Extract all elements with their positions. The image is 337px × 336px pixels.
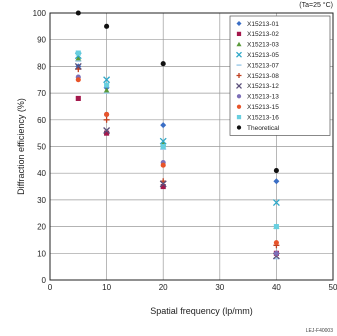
data-point <box>104 82 110 88</box>
x-axis-ticks: 0 10 20 30 40 50 <box>48 283 337 292</box>
data-point <box>75 77 81 83</box>
data-point <box>160 162 166 168</box>
y-tick-label: 60 <box>37 116 46 125</box>
legend-item: X15213-16 <box>236 114 279 121</box>
legend-marker <box>236 51 242 58</box>
legend-item: Theoretical <box>236 125 280 132</box>
data-point <box>104 111 110 118</box>
data-point <box>103 116 110 123</box>
legend-item: X15213-12 <box>236 82 279 90</box>
data-point <box>159 137 167 145</box>
legend-label: X15213-05 <box>247 52 279 59</box>
data-point <box>104 23 110 29</box>
data-point <box>75 95 81 101</box>
y-tick-label: 90 <box>37 36 46 45</box>
x-tick-label: 10 <box>102 283 111 292</box>
x-tick-label: 20 <box>159 283 168 292</box>
plot-frame <box>49 12 334 281</box>
data-point <box>273 224 279 230</box>
legend-item: X15213-03 <box>236 41 279 49</box>
legend: X15213-01 X15213-02 X15213-03 X15213-05 X152… <box>229 15 331 136</box>
x-tick-label: 40 <box>272 283 281 292</box>
x-tick-label: 0 <box>48 283 53 292</box>
series-x15213-15 <box>75 77 279 246</box>
y-tick-label: 70 <box>37 89 46 98</box>
legend-marker <box>236 41 242 47</box>
legend-marker <box>236 21 242 26</box>
data-point <box>273 178 280 185</box>
data-point <box>75 55 82 61</box>
legend-item: X15213-07 <box>236 62 279 69</box>
y-tick-label: 50 <box>37 143 46 152</box>
data-point <box>273 250 279 256</box>
legend-marker <box>236 114 242 120</box>
x-tick-label: 30 <box>215 283 224 292</box>
legend-item: X15213-13 <box>236 94 279 101</box>
x-axis-label: Spatial frequency (lp/mm) <box>150 306 253 316</box>
legend-marker <box>236 82 242 89</box>
data-point <box>160 143 166 150</box>
data-point <box>75 10 81 16</box>
data-point <box>272 199 280 207</box>
legend-label: X15213-15 <box>247 104 279 111</box>
data-point <box>103 76 111 84</box>
data-point <box>159 180 167 188</box>
legend-box <box>229 15 331 136</box>
legend-marker <box>236 104 242 109</box>
legend-label: X15213-03 <box>247 42 279 49</box>
data-point <box>160 122 167 129</box>
data-point <box>75 50 81 56</box>
y-tick-label: 30 <box>37 196 46 205</box>
series-theoretical <box>75 10 279 174</box>
y-tick-label: 80 <box>37 62 46 71</box>
y-tick-label: 0 <box>42 276 47 285</box>
data-point <box>273 167 279 174</box>
data-point <box>273 240 279 246</box>
y-tick-label: 10 <box>37 249 46 258</box>
data-point <box>160 184 166 190</box>
legend-label: X15213-07 <box>247 62 279 69</box>
x-tick-label: 50 <box>329 283 337 292</box>
data-point <box>103 127 111 134</box>
data-point <box>74 62 82 70</box>
legend-item: X15213-01 <box>236 21 279 28</box>
legend-item: X15213-05 <box>236 51 279 59</box>
legend-item: X15213-15 <box>236 104 279 111</box>
legend-item: X15213-08 <box>236 73 279 80</box>
series-x15213-16 <box>75 50 279 230</box>
condition-note: (Ta=25 °C) <box>299 1 333 9</box>
y-axis-label: Diffraction efficiency (%) <box>16 98 26 195</box>
y-tick-label: 40 <box>37 169 46 178</box>
legend-marker <box>236 73 242 78</box>
y-axis-ticks: 0 10 20 30 40 50 60 70 80 90 100 <box>33 9 47 285</box>
data-point <box>160 61 166 67</box>
legend-item: X15213-02 <box>236 31 279 38</box>
legend-label: X15213-12 <box>247 83 279 90</box>
legend-label: X15213-01 <box>247 21 279 28</box>
figure-code: LEJ-F40003 <box>306 328 333 334</box>
legend-label: X15213-08 <box>247 73 279 80</box>
y-tick-label: 20 <box>37 223 46 232</box>
data-point <box>103 87 110 93</box>
legend-label: Theoretical <box>247 125 280 132</box>
data-point <box>104 130 110 136</box>
y-tick-label: 100 <box>33 9 47 18</box>
legend-marker <box>236 125 242 130</box>
legend-marker <box>236 31 242 37</box>
legend-label: X15213-02 <box>247 31 279 38</box>
legend-label: X15213-16 <box>247 114 279 121</box>
legend-label: X15213-13 <box>247 94 279 101</box>
data-points <box>74 10 280 260</box>
legend-marker <box>236 94 242 99</box>
